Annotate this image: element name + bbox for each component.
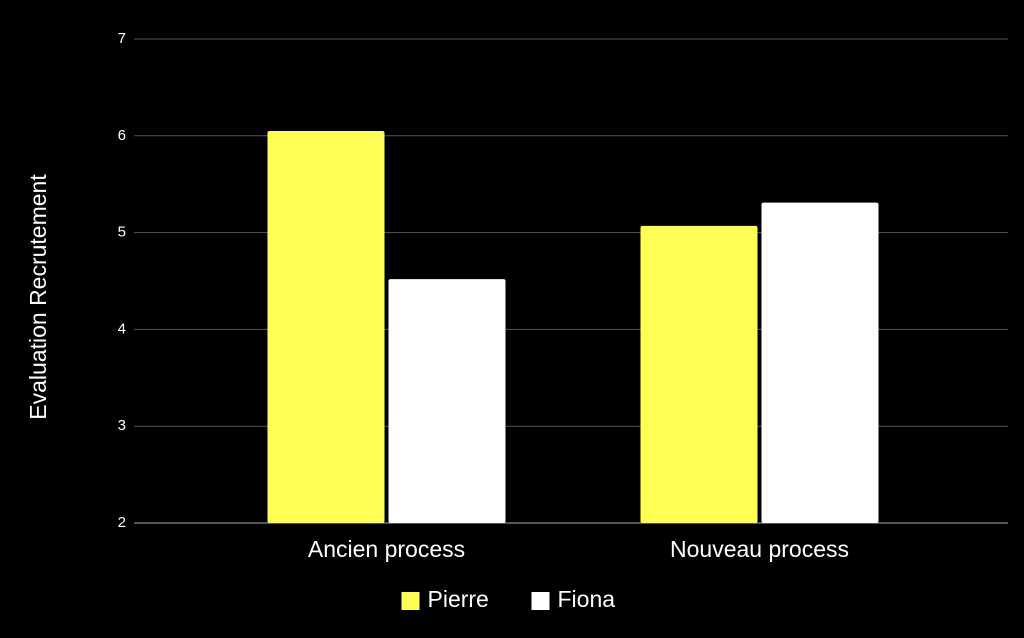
legend-label: Fiona [558,586,616,612]
bar [388,279,506,523]
bar [267,130,385,523]
x-tick-label: Nouveau process [670,536,849,562]
y-tick-label: 3 [118,417,126,434]
legend-label: Pierre [428,586,489,612]
legend-swatch [531,592,550,610]
y-tick-label: 6 [118,127,126,144]
y-tick-label: 2 [118,514,126,531]
legend-swatch [401,592,420,610]
y-tick-label: 7 [118,30,126,47]
y-axis-label: Evaluation Recrutement [25,174,51,420]
y-tick-label: 4 [118,320,126,337]
x-tick-label: Ancien process [308,536,465,562]
y-tick-label: 5 [118,224,126,241]
bar [640,225,758,523]
bar [761,202,879,524]
